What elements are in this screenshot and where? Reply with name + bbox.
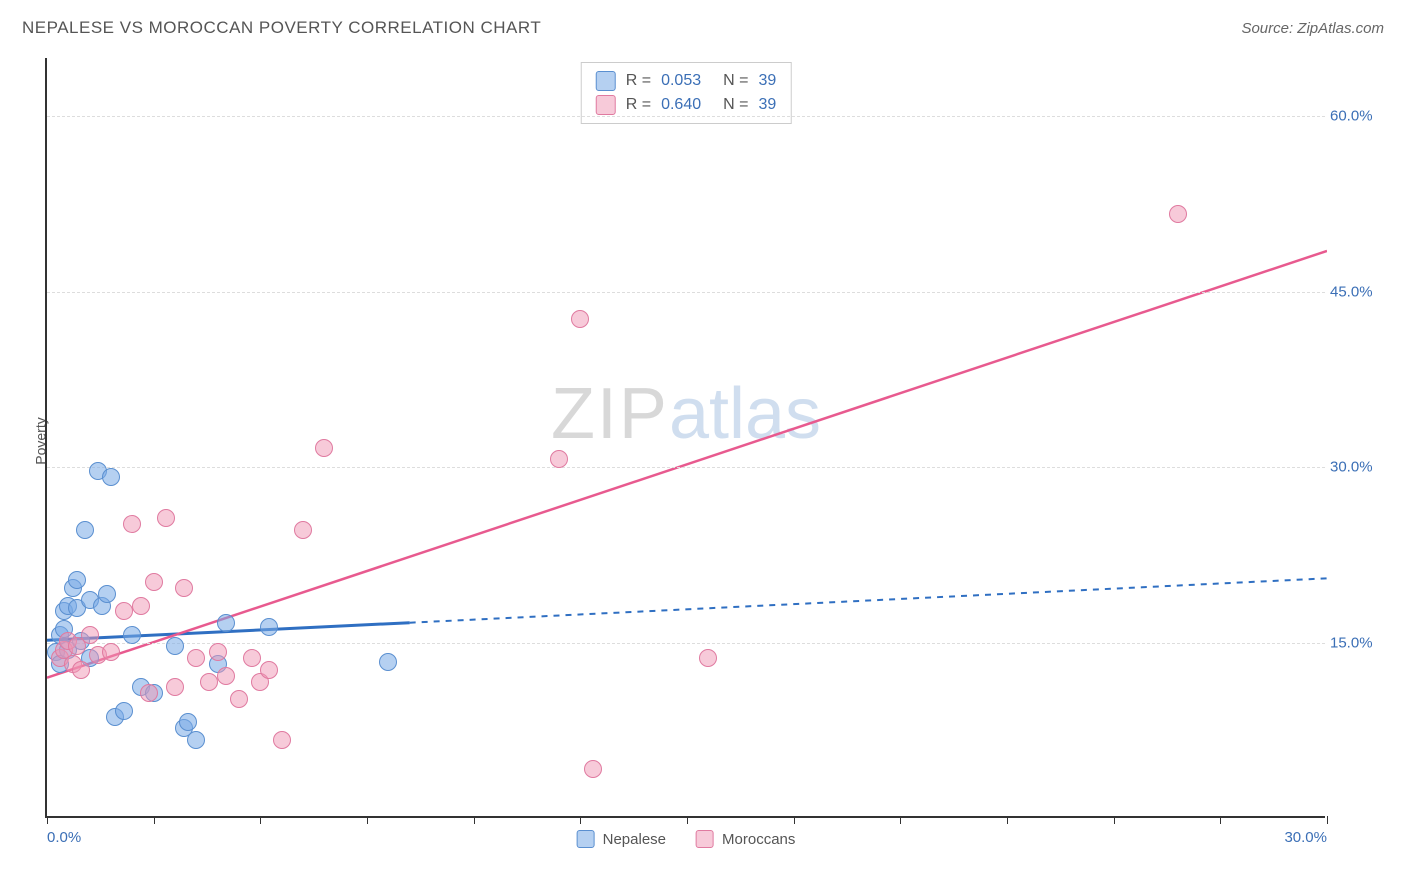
stat-n-label: N = bbox=[723, 72, 748, 90]
scatter-point bbox=[140, 684, 158, 702]
x-tick bbox=[1220, 816, 1221, 824]
chart-title: NEPALESE VS MOROCCAN POVERTY CORRELATION… bbox=[22, 18, 541, 38]
scatter-point bbox=[550, 450, 568, 468]
legend-label: Nepalese bbox=[603, 831, 666, 848]
scatter-point bbox=[209, 643, 227, 661]
scatter-point bbox=[217, 614, 235, 632]
scatter-point bbox=[123, 626, 141, 644]
scatter-point bbox=[76, 521, 94, 539]
scatter-point bbox=[294, 521, 312, 539]
scatter-point bbox=[102, 468, 120, 486]
x-tick bbox=[260, 816, 261, 824]
x-tick-label: 0.0% bbox=[47, 829, 81, 846]
scatter-point bbox=[115, 702, 133, 720]
legend-item: Nepalese bbox=[577, 830, 666, 848]
x-tick bbox=[47, 816, 48, 824]
grid-line-h bbox=[47, 643, 1325, 644]
scatter-point bbox=[217, 667, 235, 685]
stat-n-value: 39 bbox=[758, 72, 776, 90]
scatter-point bbox=[115, 602, 133, 620]
y-tick-label: 60.0% bbox=[1330, 108, 1385, 125]
scatter-point bbox=[315, 439, 333, 457]
x-tick bbox=[1007, 816, 1008, 824]
plot-area: ZIPatlas R =0.053N =39R =0.640N =39 Nepa… bbox=[45, 58, 1325, 818]
scatter-point bbox=[166, 637, 184, 655]
y-tick-label: 15.0% bbox=[1330, 634, 1385, 651]
scatter-point bbox=[166, 678, 184, 696]
grid-line-h bbox=[47, 292, 1325, 293]
scatter-point bbox=[230, 690, 248, 708]
legend-bottom: Nepalese Moroccans bbox=[577, 830, 796, 848]
stat-r-value: 0.640 bbox=[661, 96, 701, 114]
scatter-point bbox=[699, 649, 717, 667]
stats-swatch bbox=[596, 95, 616, 115]
x-tick bbox=[1327, 816, 1328, 824]
scatter-point bbox=[571, 310, 589, 328]
watermark: ZIPatlas bbox=[551, 373, 821, 455]
scatter-point bbox=[200, 673, 218, 691]
stat-r-label: R = bbox=[626, 96, 651, 114]
stat-n-label: N = bbox=[723, 96, 748, 114]
stats-row: R = 0.640 N = 39 bbox=[596, 93, 777, 117]
legend-label: Moroccans bbox=[722, 831, 795, 848]
scatter-point bbox=[145, 573, 163, 591]
scatter-point bbox=[175, 579, 193, 597]
scatter-point bbox=[132, 597, 150, 615]
chart-container: Poverty ZIPatlas R =0.053N =39R =0.640N … bbox=[45, 58, 1385, 848]
x-tick bbox=[794, 816, 795, 824]
stats-row: R = 0.053 N = 39 bbox=[596, 69, 777, 93]
scatter-point bbox=[260, 661, 278, 679]
source-attribution: Source: ZipAtlas.com bbox=[1241, 20, 1384, 37]
stat-r-label: R = bbox=[626, 72, 651, 90]
x-tick bbox=[154, 816, 155, 824]
x-tick bbox=[900, 816, 901, 824]
scatter-point bbox=[68, 571, 86, 589]
scatter-point bbox=[187, 731, 205, 749]
legend-swatch bbox=[696, 830, 714, 848]
scatter-point bbox=[273, 731, 291, 749]
y-tick-label: 30.0% bbox=[1330, 459, 1385, 476]
stat-r-value: 0.053 bbox=[661, 72, 701, 90]
stat-n-value: 39 bbox=[758, 96, 776, 114]
scatter-point bbox=[98, 585, 116, 603]
stats-swatch bbox=[596, 71, 616, 91]
scatter-point bbox=[584, 760, 602, 778]
x-tick bbox=[580, 816, 581, 824]
legend-item: Moroccans bbox=[696, 830, 795, 848]
legend-swatch bbox=[577, 830, 595, 848]
scatter-point bbox=[102, 643, 120, 661]
grid-line-h bbox=[47, 467, 1325, 468]
scatter-point bbox=[187, 649, 205, 667]
scatter-point bbox=[72, 661, 90, 679]
x-tick bbox=[1114, 816, 1115, 824]
scatter-point bbox=[123, 515, 141, 533]
scatter-point bbox=[379, 653, 397, 671]
stats-box: R = 0.053 N = 39 R = 0.640 N = 39 bbox=[581, 62, 792, 124]
scatter-point bbox=[179, 713, 197, 731]
scatter-point bbox=[1169, 205, 1187, 223]
grid-line-h bbox=[47, 116, 1325, 117]
watermark-zip: ZIP bbox=[551, 374, 669, 454]
x-tick bbox=[367, 816, 368, 824]
x-tick bbox=[687, 816, 688, 824]
scatter-point bbox=[157, 509, 175, 527]
y-tick-label: 45.0% bbox=[1330, 283, 1385, 300]
scatter-point bbox=[260, 618, 278, 636]
x-tick-label: 30.0% bbox=[1284, 829, 1327, 846]
x-tick bbox=[474, 816, 475, 824]
watermark-atlas: atlas bbox=[669, 374, 821, 454]
scatter-point bbox=[81, 626, 99, 644]
scatter-point bbox=[243, 649, 261, 667]
